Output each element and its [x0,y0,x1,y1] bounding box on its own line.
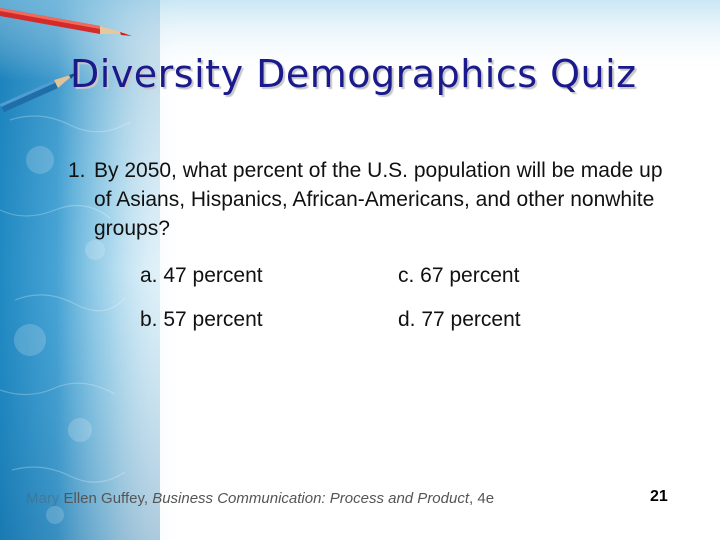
answer-option-a[interactable]: a. 47 percent [140,264,263,287]
question-number: 1. [68,159,86,182]
slide-title: Diversity Demographics Quiz [70,52,637,96]
answer-option-b[interactable]: b. 57 percent [140,308,263,331]
quiz-question: 1. By 2050, what percent of the U.S. pop… [68,156,668,243]
question-text: By 2050, what percent of the U.S. popula… [94,159,663,240]
red-pencil-icon [0,8,132,36]
answer-option-d[interactable]: d. 77 percent [398,308,521,331]
footer-source-prefix: Mary [26,490,60,507]
footer-edition: , 4e [469,490,495,507]
answer-option-c[interactable]: c. 67 percent [398,264,520,287]
footer-book-title: Business Communication: Process and Prod… [152,490,470,507]
blue-pencil-icon [0,73,76,112]
footer-author: Ellen Guffey, [63,490,153,507]
page-number: 21 [650,488,668,505]
slide-footer: Mary Ellen Guffey, Business Communicatio… [26,490,494,507]
